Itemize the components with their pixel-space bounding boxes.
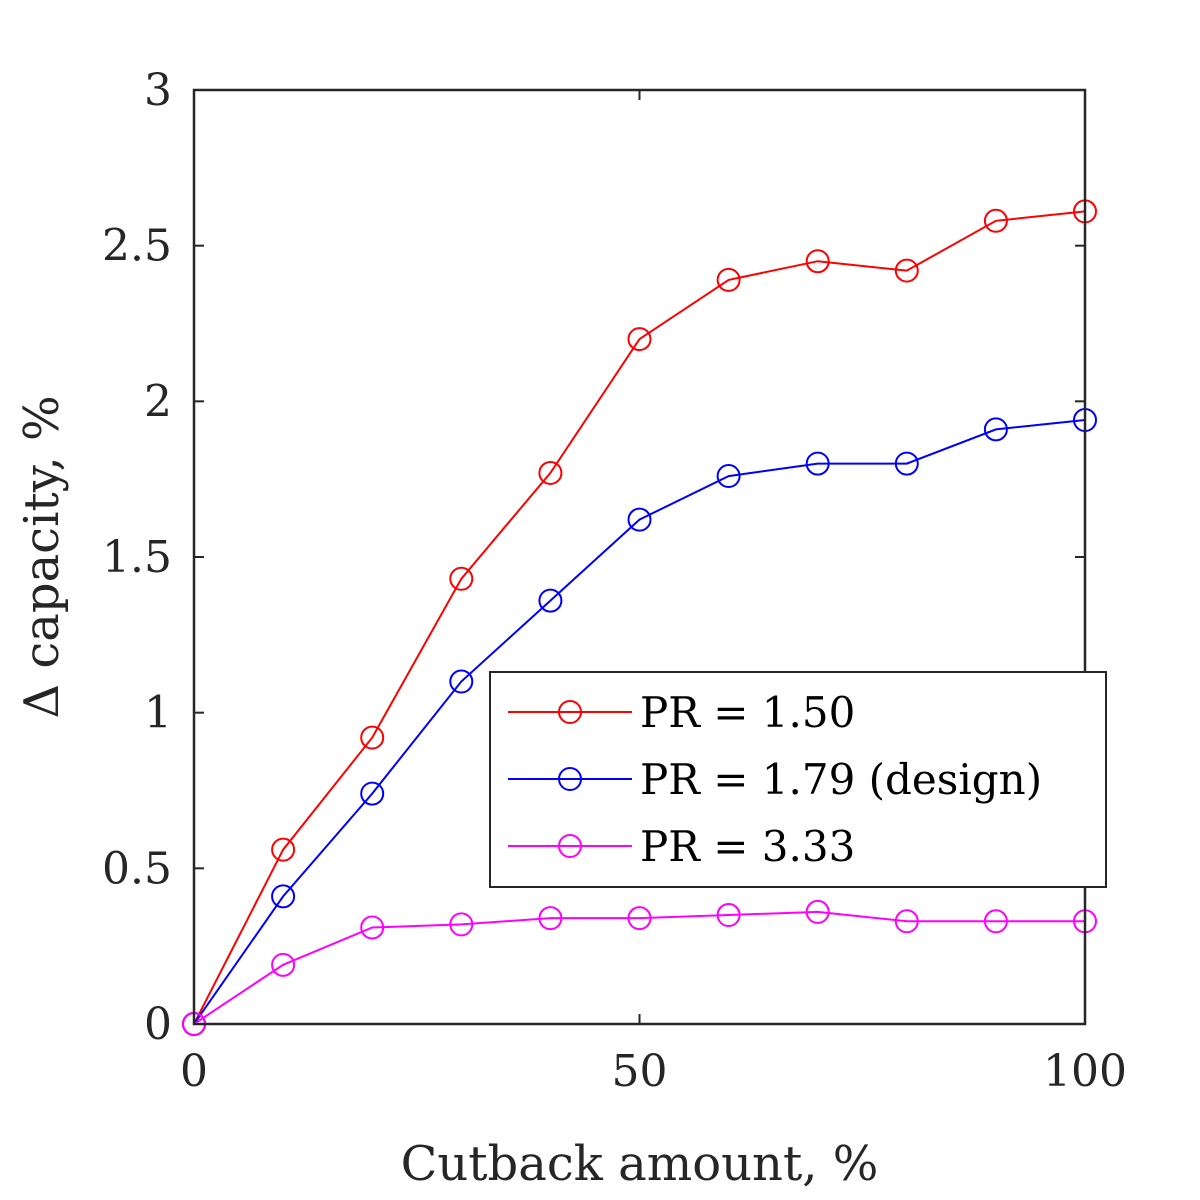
series-line [193,210,1086,1025]
series-line [193,419,1086,1025]
legend-item-2: PR = 1.79 (design) [508,755,1042,804]
data-point [894,451,919,476]
x-tick-label: 100 [1043,1046,1127,1097]
data-point [538,460,563,485]
y-tick-label: 1 [144,688,172,739]
y-tick-label: 1.5 [102,532,172,583]
data-point [449,566,474,591]
data-point [271,837,296,862]
data-point [360,781,385,806]
series-1 [182,199,1097,1036]
y-tick-label: 0.5 [102,843,172,894]
data-point [983,208,1008,233]
data-point [271,884,296,909]
data-point [449,669,474,694]
data-point [805,249,830,274]
data-point [360,725,385,750]
data-point [894,258,919,283]
legend-marker [558,767,582,791]
data-point [983,417,1008,442]
legend-label: PR = 3.33 [640,822,855,871]
y-axis-label: Δ capacity, % [14,395,70,718]
y-tick-label: 2 [144,376,172,427]
x-tick-label: 50 [612,1046,668,1097]
data-point [627,327,652,352]
legend: PR = 1.50 PR = 1.79 (design) PR = 3.33 [489,671,1107,888]
data-point [983,909,1008,934]
y-tick-label: 2.5 [102,221,172,272]
y-tick-label: 0 [144,999,172,1050]
data-point [538,906,563,931]
legend-item-3: PR = 3.33 [508,822,855,871]
axes-layer: 0 50 100 0 0.5 1 1.5 2 2.5 3 [102,65,1127,1097]
legend-label: PR = 1.79 (design) [640,755,1042,804]
legend-item-1: PR = 1.50 [508,688,855,737]
data-point [716,267,741,292]
data-point [805,899,830,924]
data-point [271,952,296,977]
x-axis-label: Cutback amount, % [401,1136,879,1192]
data-point [538,588,563,613]
x-tick-label: 0 [180,1046,208,1097]
data-point [627,906,652,931]
data-point [360,915,385,940]
legend-marker [558,700,582,724]
legend-marker [558,834,582,858]
data-point [449,912,474,937]
data-point [716,903,741,928]
data-point [805,451,830,476]
data-point [627,507,652,532]
series-line [193,910,1085,1025]
data-point [716,464,741,489]
y-tick-label: 3 [144,65,172,116]
legend-label: PR = 1.50 [640,688,855,737]
data-point [894,909,919,934]
